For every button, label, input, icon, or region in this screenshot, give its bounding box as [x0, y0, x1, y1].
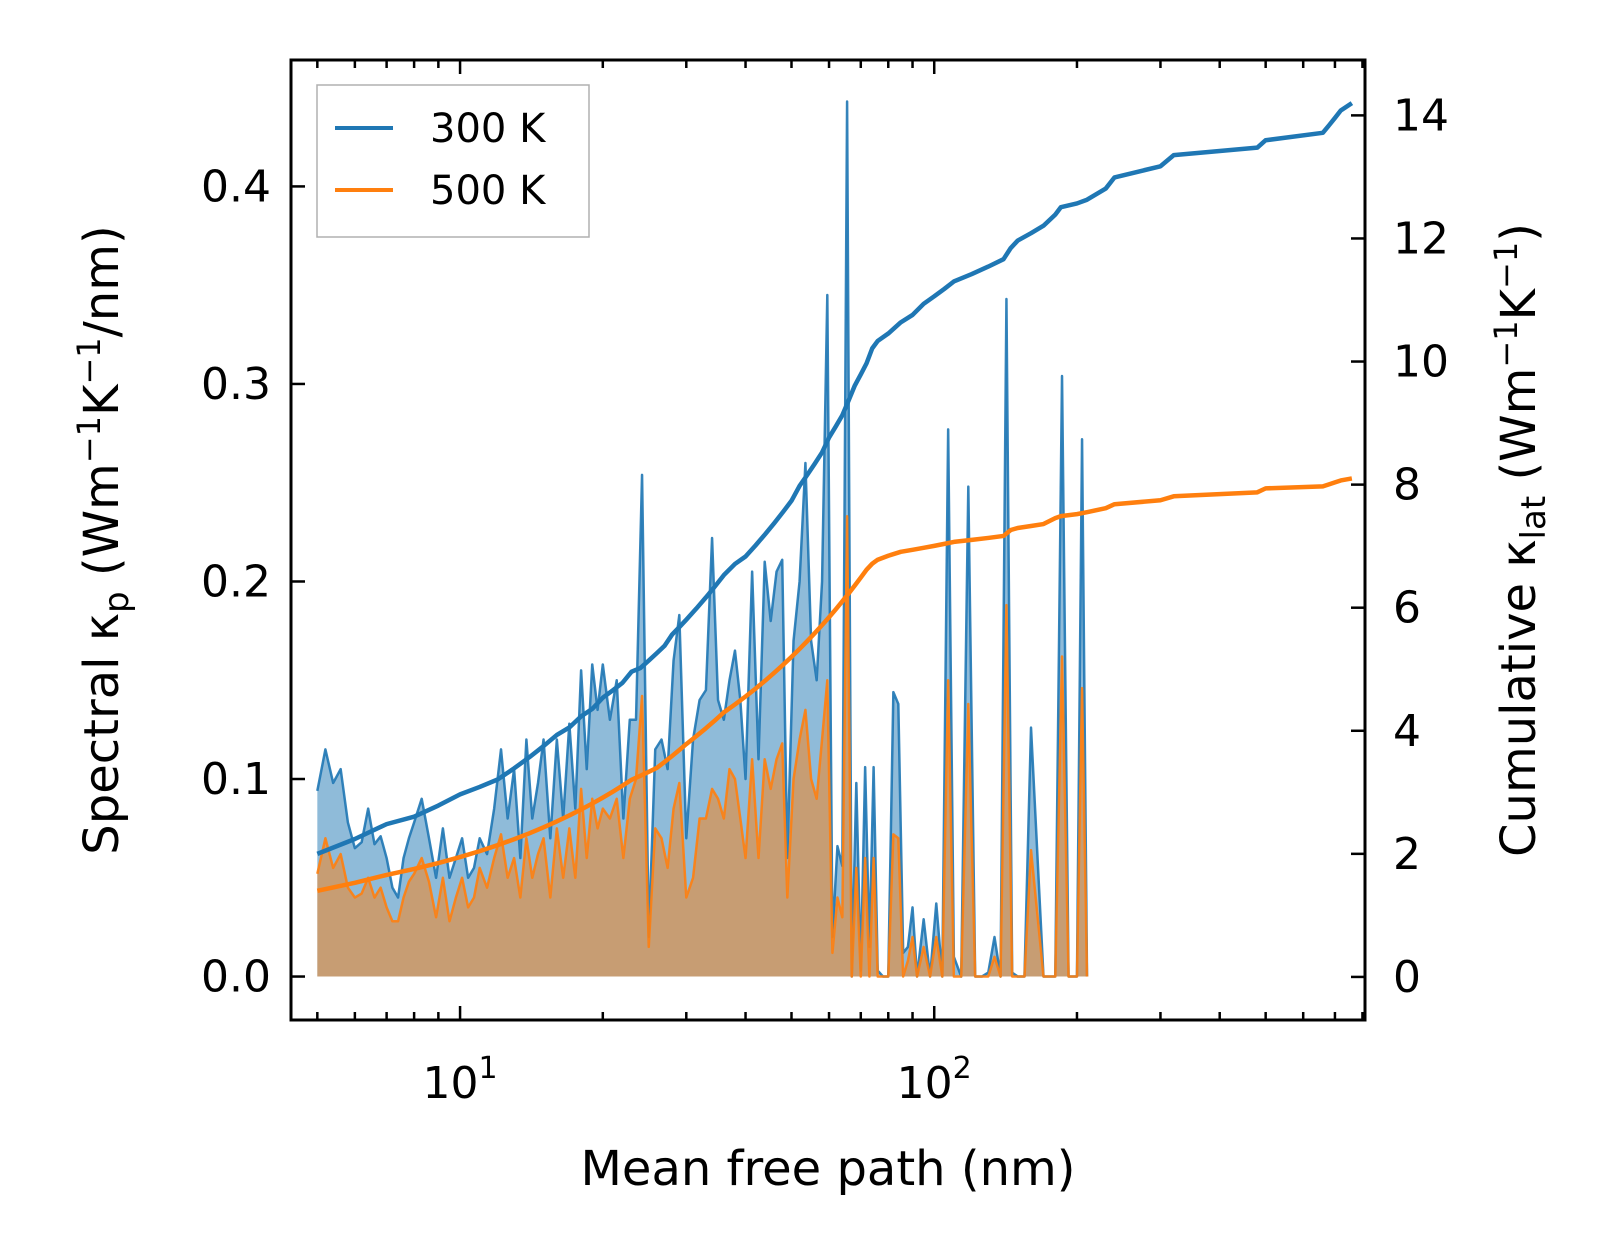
- right-axis-label-mid: (Wm: [1491, 368, 1547, 496]
- left-tick-label: 0.0: [201, 952, 271, 1003]
- left-axis-label-end: /nm): [74, 225, 130, 337]
- right-tick-label: 8: [1393, 460, 1421, 511]
- x-tick-labels: 101 102: [423, 1051, 972, 1109]
- right-tick-label: 6: [1393, 583, 1421, 634]
- left-axis-label-sub: p: [97, 591, 137, 613]
- left-axis-label: Spectral κp (Wm−1K−1/nm): [70, 225, 137, 854]
- x-axis-label: Mean free path (nm): [581, 1141, 1076, 1197]
- left-tick-label: 0.4: [201, 161, 271, 212]
- x-tick-label: 102: [897, 1051, 972, 1109]
- right-tick-labels: 0 2 4 6 8 10 12 14: [1393, 90, 1449, 1003]
- right-tick-label: 14: [1393, 90, 1449, 141]
- spectral-fill-0: [317, 101, 1088, 977]
- legend-box: [316, 84, 590, 238]
- right-axis-label-prefix: Cumulative κ: [1491, 539, 1547, 857]
- right-axis-label-end: ): [1491, 223, 1547, 242]
- left-tick-label: 0.3: [201, 359, 271, 410]
- x-tick-label: 101: [423, 1051, 498, 1109]
- legend-label-300k: 300 K: [430, 106, 547, 152]
- left-axis-label-sup2: −1: [70, 337, 108, 384]
- left-tick-label: 0.2: [201, 556, 271, 607]
- right-tick-label: 0: [1393, 952, 1421, 1003]
- right-tick-label: 10: [1393, 337, 1449, 388]
- spectral-fill-1: [317, 516, 1088, 977]
- tick-marks: [291, 60, 1365, 1020]
- right-axis-label: Cumulative κlat (Wm−1K−1): [1487, 223, 1554, 857]
- left-axis-label-sup1: −1: [70, 416, 108, 463]
- left-tick-labels: 0.0 0.1 0.2 0.3 0.4: [201, 161, 271, 1002]
- series-lines: [316, 101, 1354, 893]
- right-axis-label-sub: lat: [1514, 496, 1554, 540]
- right-tick-label: 2: [1393, 829, 1421, 880]
- right-axis-label-mid2: K: [1491, 287, 1547, 320]
- spectral-line-1: [316, 515, 1089, 978]
- cumulative-line-0: [316, 101, 1354, 856]
- legend: 300 K 500 K: [316, 84, 590, 238]
- right-tick-label: 12: [1393, 213, 1449, 264]
- right-tick-label: 4: [1393, 706, 1421, 757]
- left-axis-label-mid: (Wm: [74, 463, 130, 591]
- cumulative-line-1: [316, 476, 1353, 893]
- left-tick-label: 0.1: [201, 754, 271, 805]
- left-axis-label-mid2: K: [74, 383, 130, 416]
- legend-label-500k: 500 K: [430, 168, 547, 214]
- left-axis-label-prefix: Spectral κ: [74, 613, 130, 855]
- right-axis-label-sup2: −1: [1487, 242, 1525, 289]
- right-axis-label-sup1: −1: [1487, 320, 1525, 367]
